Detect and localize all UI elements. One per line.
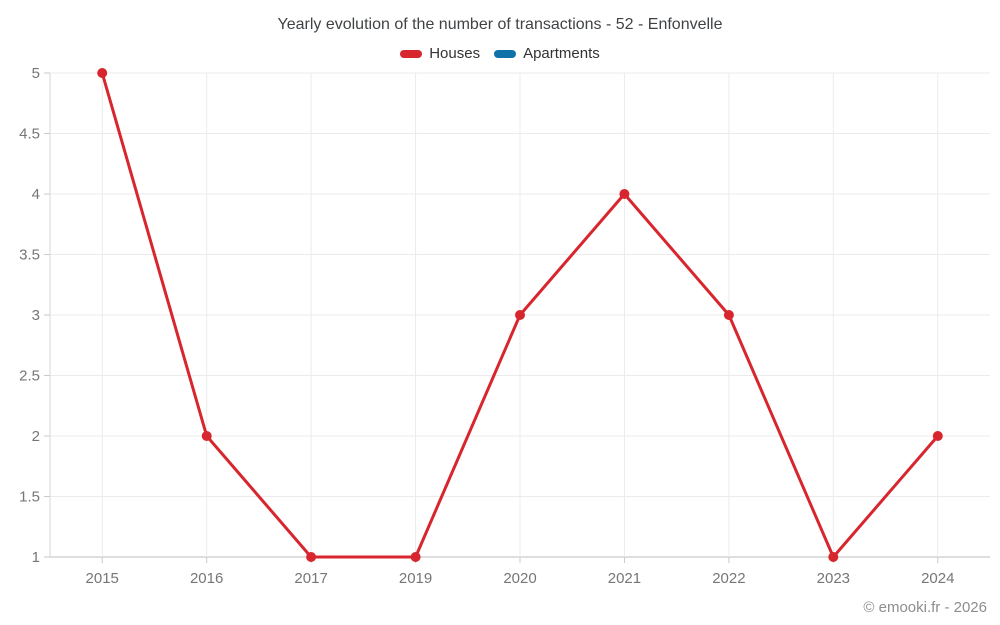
- y-tick-label: 4: [32, 186, 40, 203]
- x-tick-label: 2021: [608, 570, 641, 587]
- y-tick-label: 1: [32, 549, 40, 566]
- y-tick-label: 5: [32, 65, 40, 82]
- y-tick-label: 2.5: [19, 368, 40, 385]
- data-point-houses[interactable]: [410, 552, 421, 562]
- x-tick-label: 2023: [817, 570, 850, 587]
- copyright-text: © emooki.fr - 2026: [863, 599, 987, 616]
- y-tick-label: 3: [32, 307, 40, 324]
- data-point-houses[interactable]: [828, 552, 839, 562]
- x-tick-label: 2019: [399, 570, 432, 587]
- y-tick-label: 4.5: [19, 126, 40, 143]
- data-point-houses[interactable]: [619, 189, 630, 199]
- y-tick-label: 3.5: [19, 247, 40, 264]
- x-tick-label: 2022: [712, 570, 745, 587]
- y-tick-label: 2: [32, 428, 40, 445]
- legend-swatch-houses: [400, 49, 423, 58]
- x-tick-label: 2015: [86, 570, 119, 587]
- x-tick-label: 2016: [190, 570, 223, 587]
- data-point-houses[interactable]: [515, 310, 525, 320]
- x-tick-label: 2017: [294, 570, 327, 587]
- x-tick-label: 2024: [921, 570, 954, 587]
- data-point-houses[interactable]: [201, 431, 212, 441]
- data-point-houses[interactable]: [306, 552, 317, 562]
- legend-item-houses[interactable]: Houses: [400, 45, 480, 62]
- y-tick-label: 1.5: [19, 489, 40, 506]
- chart-legend: Houses Apartments: [0, 45, 1000, 62]
- legend-label-apartments: Apartments: [523, 45, 600, 62]
- legend-label-houses: Houses: [429, 45, 481, 62]
- chart-title: Yearly evolution of the number of transa…: [277, 16, 723, 33]
- legend-item-apartments[interactable]: Apartments: [494, 45, 600, 62]
- legend-swatch-apartments: [494, 49, 517, 58]
- data-point-houses[interactable]: [723, 310, 734, 320]
- data-point-houses[interactable]: [97, 68, 108, 78]
- data-point-houses[interactable]: [932, 431, 943, 441]
- x-tick-label: 2020: [503, 570, 536, 587]
